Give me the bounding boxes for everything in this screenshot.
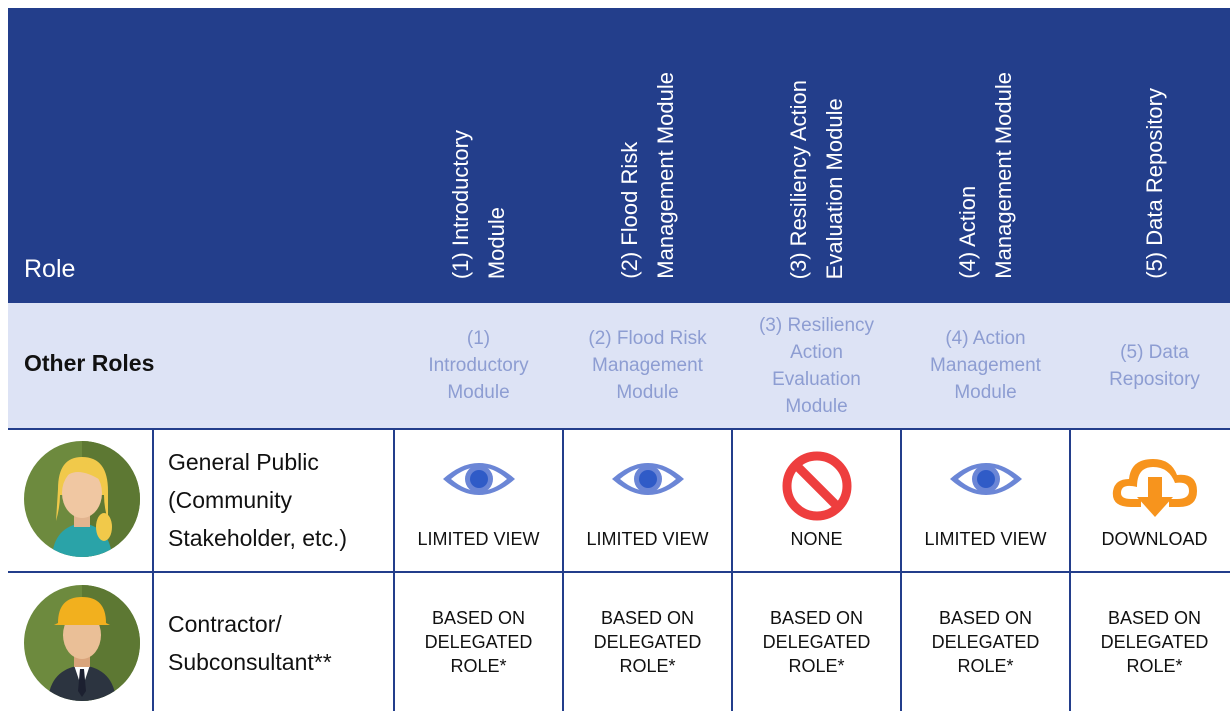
role-line: General Public [168, 449, 319, 475]
header-line: (3) Resiliency Action [785, 79, 811, 279]
label-line: Repository [1109, 368, 1200, 390]
column-divider [731, 428, 733, 711]
module-header: (5) Data Repository [1070, 8, 1230, 303]
role-line: Contractor/ [168, 611, 282, 637]
header-line: (4) Action [954, 186, 980, 279]
label-line: (4) Action [945, 328, 1026, 349]
role-line: (Community [168, 487, 292, 513]
label-line: Management [930, 355, 1041, 376]
access-line: ROLE* [619, 656, 676, 676]
access-line: DELEGATED [931, 632, 1040, 652]
access-cell: BASED ON DELEGATED ROLE* [563, 573, 732, 711]
row-divider [8, 428, 1230, 430]
access-cell: NONE [732, 430, 901, 571]
module-header-text: (3) Resiliency Action Evaluation Module [781, 80, 853, 279]
eye-icon [442, 463, 515, 495]
role-name: Contractor/Subconsultant** [168, 605, 332, 681]
header-line: Management Module [990, 72, 1016, 279]
access-label: NONE [790, 529, 843, 549]
access-line: DELEGATED [762, 632, 871, 652]
header-line: Management Module [652, 72, 678, 279]
access-cell: BASED ON DELEGATED ROLE* [901, 573, 1070, 711]
label-line: (1) [466, 328, 491, 349]
role-name: General Public (Community Stakeholder, etc… [168, 443, 347, 557]
avatar-contractor [24, 585, 140, 701]
column-divider [900, 428, 902, 711]
label-line: (5) Data [1120, 341, 1189, 363]
module-label: (4) Action Management Module [901, 303, 1070, 428]
access-label: LIMITED VIEW [586, 529, 709, 549]
access-line: ROLE* [957, 656, 1014, 676]
label-line: Action [790, 341, 843, 363]
section-title: Other Roles [24, 350, 155, 376]
header-line: (2) Flood Risk [616, 142, 642, 279]
access-line: DELEGATED [593, 632, 702, 652]
module-label: (1) Introductory Module [394, 303, 563, 428]
module-label: (3) Resiliency Action Evaluation Module [732, 303, 901, 428]
label-line: Module [616, 382, 679, 403]
label-line: (3) Resiliency [758, 314, 875, 336]
access-cell: LIMITED VIEW [563, 430, 732, 571]
column-divider [1069, 428, 1071, 711]
module-label: (2) Flood Risk Management Module [563, 303, 732, 428]
module-label: (5) Data Repository [1070, 303, 1230, 428]
module-header: (1) Introductory Module [394, 8, 563, 303]
access-cell: BASED ON DELEGATED ROLE* [732, 573, 901, 711]
label-line: Module [447, 382, 510, 403]
label-line: (2) Flood Risk [588, 328, 707, 349]
role-line: Subconsultant** [168, 649, 332, 675]
prohibited-icon [782, 451, 851, 521]
column-divider [562, 428, 564, 711]
access-cell: LIMITED VIEW [394, 430, 563, 571]
section-bar [8, 303, 1230, 428]
access-line: BASED ON [431, 608, 526, 628]
access-line: ROLE* [1126, 656, 1183, 676]
label-line: Introductory [428, 355, 529, 376]
role-header: Role [24, 255, 76, 283]
row-divider [8, 571, 1230, 573]
access-line: ROLE* [788, 656, 845, 676]
access-cell: DOWNLOAD [1070, 430, 1230, 571]
access-cell: BASED ON DELEGATED ROLE* [1070, 573, 1230, 711]
header-bar [8, 8, 1230, 303]
module-header-text: (1) Introductory Module [443, 130, 515, 279]
header-line: Module [483, 206, 509, 279]
column-divider [152, 428, 154, 711]
module-header: (2) Flood Risk Management Module [563, 8, 732, 303]
access-line: ROLE* [450, 656, 507, 676]
module-header: (3) Resiliency Action Evaluation Module [732, 8, 901, 303]
access-cell: BASED ON DELEGATED ROLE* [394, 573, 563, 711]
label-line: Module [785, 395, 848, 417]
role-line: Stakeholder, etc.) [168, 525, 347, 551]
access-line: DELEGATED [424, 632, 533, 652]
access-cell: LIMITED VIEW [901, 430, 1070, 571]
column-divider [393, 428, 395, 711]
header-line: Evaluation Module [821, 97, 847, 279]
access-label: LIMITED VIEW [924, 529, 1047, 549]
access-line: BASED ON [1107, 608, 1202, 628]
module-header: (4) Action Management Module [901, 8, 1070, 303]
label-line: Management [592, 355, 703, 376]
access-line: DELEGATED [1100, 632, 1209, 652]
access-line: BASED ON [938, 608, 1033, 628]
avatar-public [24, 441, 140, 557]
module-header-text: (4) Action Management Module [950, 72, 1022, 279]
access-label: LIMITED VIEW [417, 529, 540, 549]
access-line: BASED ON [769, 608, 864, 628]
header-line: (5) Data Repository [1141, 88, 1167, 279]
label-line: Module [954, 382, 1017, 403]
access-label: DOWNLOAD [1101, 529, 1208, 549]
eye-icon [611, 463, 684, 495]
eye-icon [949, 463, 1022, 495]
download-icon [1112, 459, 1197, 517]
label-line: Evaluation [772, 368, 861, 390]
access-line: BASED ON [600, 608, 695, 628]
module-header-text: (2) Flood Risk Management Module [612, 72, 684, 279]
header-line: (1) Introductory [447, 129, 473, 279]
module-header-text: (5) Data Repository [1137, 88, 1173, 279]
